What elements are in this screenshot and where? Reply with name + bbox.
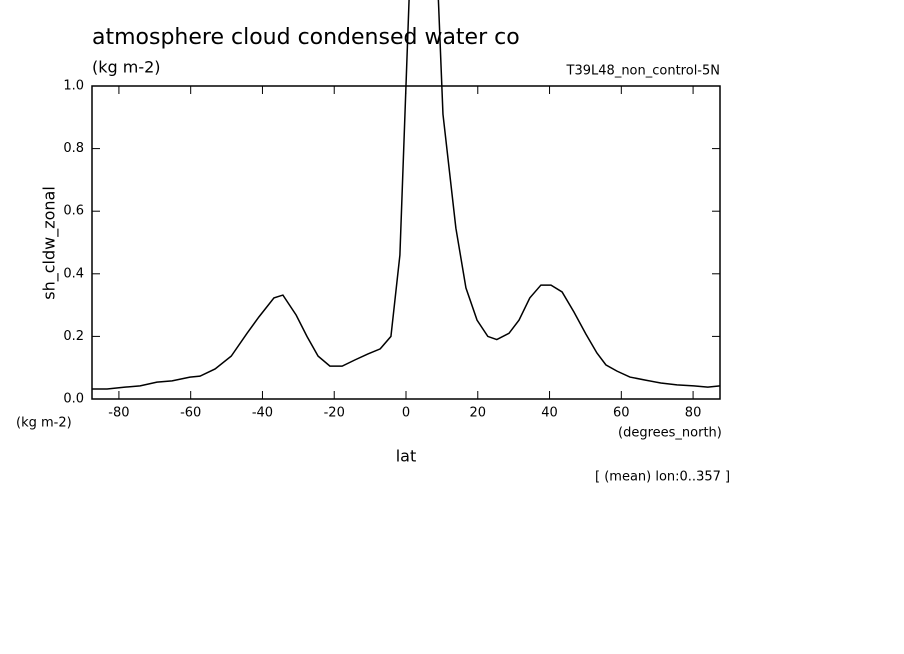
x-tick-label: 0 [402, 406, 410, 421]
x-unit: (degrees_north) [618, 426, 722, 441]
y-axis-label: sh_cldw_zonal [40, 186, 60, 300]
line-group [92, 0, 720, 390]
subtitle: (kg m-2) [92, 58, 161, 77]
x-tick-label: 60 [613, 406, 630, 421]
y-tick-label: 1.0 [63, 79, 84, 94]
x-tick-label: 80 [685, 406, 702, 421]
y-tick-label: 0.8 [63, 141, 84, 156]
note: [ (mean) lon:0..357 ] [595, 470, 730, 485]
y-unit: (kg m-2) [16, 416, 72, 431]
x-tick-label: 40 [541, 406, 558, 421]
data-line [92, 0, 720, 390]
plot-frame [91, 85, 721, 400]
run-label: T39L48_non_control-5N [566, 64, 720, 79]
x-tick-label: -40 [252, 406, 273, 421]
x-tick-label: -60 [180, 406, 201, 421]
y-tick-label: 0.2 [63, 329, 84, 344]
y-tick-label: 0.6 [63, 204, 84, 219]
x-tick-label: -80 [108, 406, 129, 421]
chart-title: atmosphere cloud condensed water co [92, 25, 520, 50]
y-tick-label: 0.4 [63, 266, 84, 281]
x-tick-label: 20 [469, 406, 486, 421]
x-axis-label: lat [396, 447, 417, 466]
x-tick-label: -20 [324, 406, 345, 421]
y-tick-label: 0.0 [63, 392, 84, 407]
